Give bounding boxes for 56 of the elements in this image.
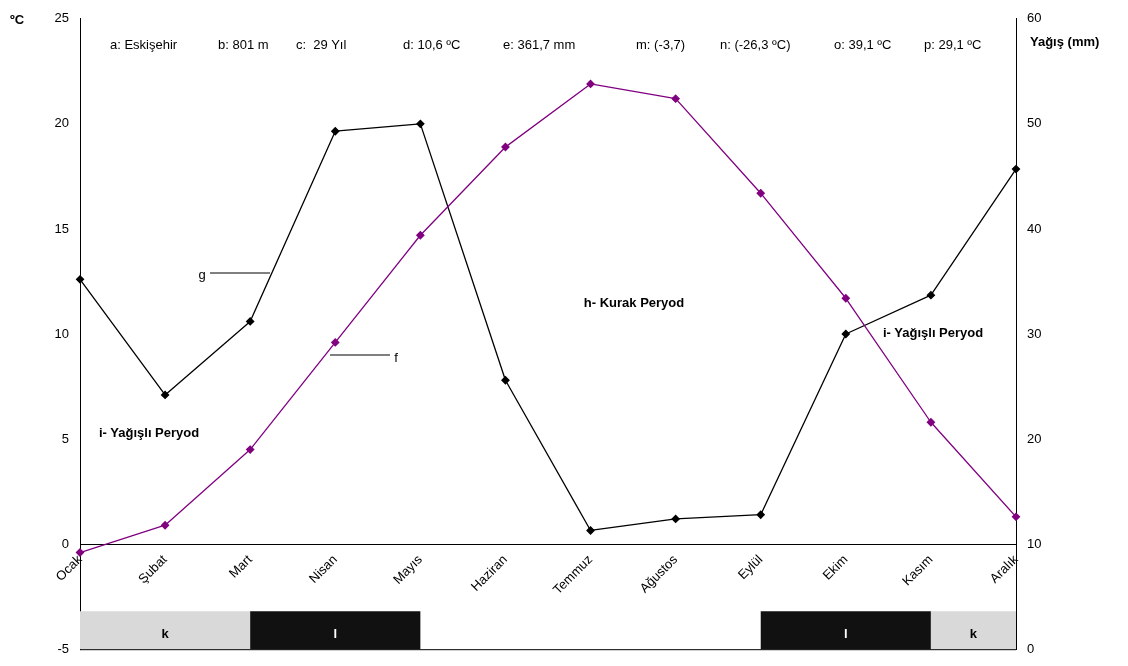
annotation: m: (-3,7) — [636, 36, 686, 52]
y-tick-label: -5 — [57, 640, 69, 656]
band-label: k — [969, 625, 978, 641]
point — [926, 290, 936, 300]
point — [586, 79, 595, 89]
y-axis-title: ºC — [10, 11, 25, 27]
annotation: o: 39,1 ºC — [834, 36, 892, 52]
point — [756, 510, 765, 519]
y-tick-label: 15 — [54, 220, 69, 236]
point — [926, 418, 936, 427]
point — [331, 338, 340, 347]
y-tick-label: 10 — [54, 325, 69, 341]
point — [416, 119, 425, 129]
annotation: e: 361,7 mm — [503, 36, 576, 52]
y-tick-label: 5 — [61, 430, 69, 446]
y-tick-label: 0 — [61, 535, 69, 551]
point — [416, 231, 425, 240]
point — [586, 526, 595, 535]
y2-tick-label: 40 — [1027, 220, 1042, 236]
point — [501, 376, 510, 385]
point — [160, 521, 170, 530]
point — [841, 329, 850, 339]
y-tick-label: 25 — [54, 10, 69, 26]
band-label: k — [161, 625, 170, 641]
annotation: n: (-26,3 ºC) — [720, 36, 791, 52]
annotation: a: Eskişehir — [110, 36, 178, 52]
point — [160, 390, 170, 400]
point — [246, 445, 255, 454]
band-label: l — [333, 625, 338, 641]
y2-tick-label: 0 — [1027, 640, 1035, 656]
annotation: h- Kurak Peryod — [583, 294, 685, 310]
annotation: b: 801 m — [218, 36, 269, 52]
annotation: i- Yağışlı Peryod — [99, 424, 200, 440]
y2-tick-label: 20 — [1027, 430, 1042, 446]
annotation: c: 29 Yıl — [296, 36, 347, 52]
annotation: p: 29,1 ºC — [924, 36, 982, 52]
y2-tick-label: 30 — [1027, 325, 1042, 341]
annotation: d: 10,6 ºC — [403, 36, 461, 52]
point — [841, 294, 850, 303]
y2-tick-label: 50 — [1027, 115, 1042, 131]
point — [246, 317, 255, 326]
y2-axis-title: Yağış (mm) — [1030, 33, 1100, 49]
y2-tick-label: 10 — [1027, 535, 1042, 551]
annotation: i- Yağışlı Peryod — [883, 324, 984, 340]
point — [1011, 164, 1021, 174]
point — [756, 189, 765, 198]
y-tick-label: 20 — [54, 115, 69, 131]
annotation: f — [394, 349, 399, 365]
point — [331, 127, 340, 136]
point — [1011, 512, 1021, 521]
point — [671, 514, 680, 524]
annotation: g — [198, 266, 206, 282]
y2-tick-label: 60 — [1027, 10, 1042, 26]
point — [671, 94, 680, 103]
band-label: l — [844, 625, 848, 641]
point — [75, 275, 85, 284]
